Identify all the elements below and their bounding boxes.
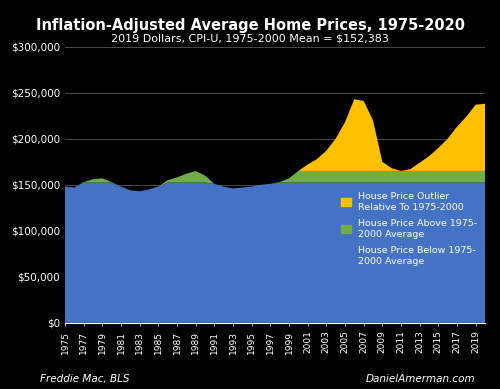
Text: DanielAmerman.com: DanielAmerman.com xyxy=(366,374,475,384)
Text: Freddie Mac, BLS: Freddie Mac, BLS xyxy=(40,374,130,384)
Text: 2019 Dollars, CPI-U, 1975-2000 Mean = $152,383: 2019 Dollars, CPI-U, 1975-2000 Mean = $1… xyxy=(111,33,389,43)
Legend: House Price Outlier
Relative To 1975-2000, House Price Above 1975-
2000 Average,: House Price Outlier Relative To 1975-200… xyxy=(338,189,480,268)
Text: Inflation-Adjusted Average Home Prices, 1975-2020: Inflation-Adjusted Average Home Prices, … xyxy=(36,18,465,33)
